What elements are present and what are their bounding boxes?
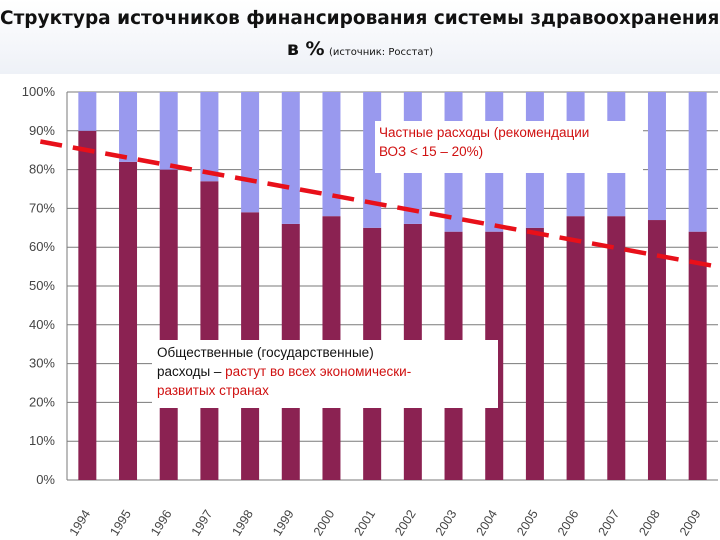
chart-title: Структура источников финансирования сист… <box>0 8 720 29</box>
x-tick-label: 1994 <box>67 507 94 538</box>
bar-private <box>200 92 219 182</box>
x-tick-label: 2004 <box>474 507 501 538</box>
annotation-public-prefix: расходы <box>157 364 211 379</box>
y-tick-label: 70% <box>29 200 55 215</box>
annotation-public-dash: – <box>210 364 226 379</box>
x-tick-label: 2000 <box>311 507 338 538</box>
y-tick-label: 50% <box>29 278 55 293</box>
y-axis-ticks: 0% 10% 20% 30% 40% 50% 60% 70% 80% 90% 100% <box>22 84 56 487</box>
x-tick-label: 1995 <box>107 507 134 538</box>
y-tick-label: 10% <box>29 433 55 448</box>
y-tick-label: 30% <box>29 356 55 371</box>
x-tick-label: 1997 <box>189 507 216 538</box>
x-tick-label: 1996 <box>148 507 175 538</box>
bar-private <box>322 92 341 217</box>
bar-private <box>159 92 178 170</box>
y-tick-label: 100% <box>22 84 56 99</box>
bar-private <box>78 92 97 131</box>
y-tick-label: 0% <box>36 472 55 487</box>
y-tick-label: 60% <box>29 239 55 254</box>
bar-private <box>688 92 707 232</box>
bar-public <box>566 216 585 480</box>
annotation-private-expenses: Частные расходы (рекомендации ВОЗ < 15 –… <box>375 121 643 173</box>
annotation-private-line1: Частные расходы (рекомендации <box>379 125 590 140</box>
y-tick-label: 90% <box>29 123 55 138</box>
bar-public <box>78 130 97 481</box>
x-tick-label: 1999 <box>270 507 297 538</box>
bar-private <box>119 92 138 162</box>
bar-public <box>200 181 219 481</box>
trend-line <box>39 139 715 269</box>
x-tick-label: 2005 <box>514 507 541 538</box>
x-tick-label: 2006 <box>555 507 582 538</box>
title-source: (источник: Росстат) <box>328 47 434 58</box>
x-tick-label: 2009 <box>677 507 704 538</box>
annotation-public-expenses: Общественные (государственные) расходы –… <box>152 340 498 408</box>
bar-private <box>647 92 666 221</box>
x-tick-label: 2001 <box>351 507 378 538</box>
y-tick-label: 80% <box>29 162 55 177</box>
title-band: Структура источников финансирования сист… <box>0 0 720 74</box>
x-tick-label: 1998 <box>229 507 256 538</box>
bar-public <box>119 161 138 480</box>
bar-public <box>525 227 544 480</box>
bar-private <box>241 92 260 213</box>
bar-public <box>607 216 626 480</box>
annotation-public-line2: расходы – растут во всех экономически- <box>157 362 493 381</box>
chart-subtitle: в % (источник: Росстат) <box>0 38 720 60</box>
bar-private <box>281 92 300 224</box>
annotation-public-line1: Общественные (государственные) <box>157 345 374 360</box>
x-tick-label: 2002 <box>392 507 419 538</box>
bar-public <box>159 169 178 480</box>
trend-line-group <box>39 139 715 269</box>
x-tick-label: 2008 <box>636 507 663 538</box>
annotation-public-red-text: растут во всех экономически- <box>225 364 412 379</box>
y-tick-label: 20% <box>29 394 55 409</box>
x-tick-label: 2003 <box>433 507 460 538</box>
x-axis-ticks: 1994 1995 1996 1997 1998 1999 2000 2001 2002 2003… <box>67 507 704 538</box>
bar-public <box>647 220 666 481</box>
x-tick-label: 2007 <box>596 507 623 538</box>
annotation-private-line2: ВОЗ < 15 – 20%) <box>379 144 484 159</box>
bar-public <box>688 231 707 480</box>
title-unit: в % <box>286 38 325 60</box>
annotation-public-line3: развитых странах <box>157 383 269 398</box>
y-tick-label: 40% <box>29 317 55 332</box>
